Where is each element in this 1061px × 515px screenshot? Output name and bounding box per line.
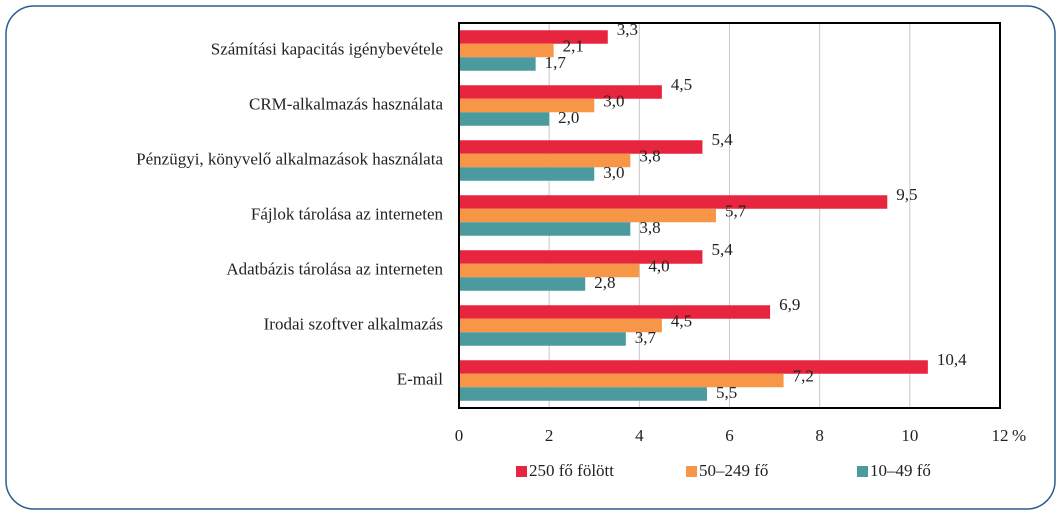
data-label: 1,7 [545,53,567,72]
bar [459,57,536,71]
bar [459,250,703,264]
data-label: 5,4 [711,130,733,149]
y-tick-label: CRM-alkalmazás használata [249,94,443,113]
data-label: 2,1 [563,36,584,55]
data-label: 4,0 [648,256,669,275]
bar [459,112,550,126]
x-tick-label: 12 [992,426,1009,445]
bar [459,387,707,401]
legend-swatch [686,466,697,477]
legend-label: 250 fő fölött [529,461,614,480]
legend-swatch [857,466,868,477]
bar [459,30,608,44]
data-label: 9,5 [896,185,917,204]
bar [459,373,784,388]
bar [459,195,888,209]
x-axis-label: % [1012,426,1026,445]
data-label: 5,7 [725,201,747,220]
data-label: 4,5 [671,311,692,330]
bar [459,305,771,319]
bar [459,140,703,154]
x-tick-label: 6 [725,426,734,445]
legend-label: 50–249 fő [699,461,768,480]
y-tick-label: Adatbázis tárolása az interneten [226,259,443,278]
bar [459,222,631,236]
bar [459,43,554,58]
bar [459,318,662,333]
data-label: 5,4 [711,240,733,259]
bar [459,85,662,99]
y-tick-label: Irodai szoftver alkalmazás [264,314,443,333]
bar [459,360,928,374]
data-label: 6,9 [779,295,800,314]
x-tick-label: 2 [545,426,554,445]
data-label: 3,8 [639,218,660,237]
data-label: 3,8 [639,146,660,165]
x-tick-label: 0 [455,426,464,445]
data-label: 10,4 [937,350,967,369]
legend-swatch [516,466,527,477]
bar [459,263,640,278]
x-tick-label: 4 [635,426,644,445]
data-label: 3,7 [635,328,657,347]
data-label: 2,0 [558,108,579,127]
plot-frame [458,22,1001,409]
bar [459,98,595,113]
legend-label: 10–49 fő [870,461,931,480]
y-tick-label: Fájlok tárolása az interneten [251,204,444,223]
bar [459,167,595,181]
bar [459,277,586,291]
data-label: 2,8 [594,273,615,292]
data-label: 3,3 [617,20,638,39]
y-tick-label: Számítási kapacitás igénybevétele [211,39,443,58]
bar [459,208,716,223]
data-label: 4,5 [671,75,692,94]
x-tick-label: 10 [901,426,918,445]
data-label: 5,5 [716,383,737,402]
y-tick-label: E-mail [397,369,444,388]
bar [459,153,631,168]
x-tick-label: 8 [815,426,824,445]
y-tick-label: Pénzügyi, könyvelő alkalmazások használa… [136,149,443,168]
data-label: 3,0 [603,163,624,182]
data-label: 7,2 [793,366,814,385]
bar [459,332,626,346]
data-label: 3,0 [603,91,624,110]
